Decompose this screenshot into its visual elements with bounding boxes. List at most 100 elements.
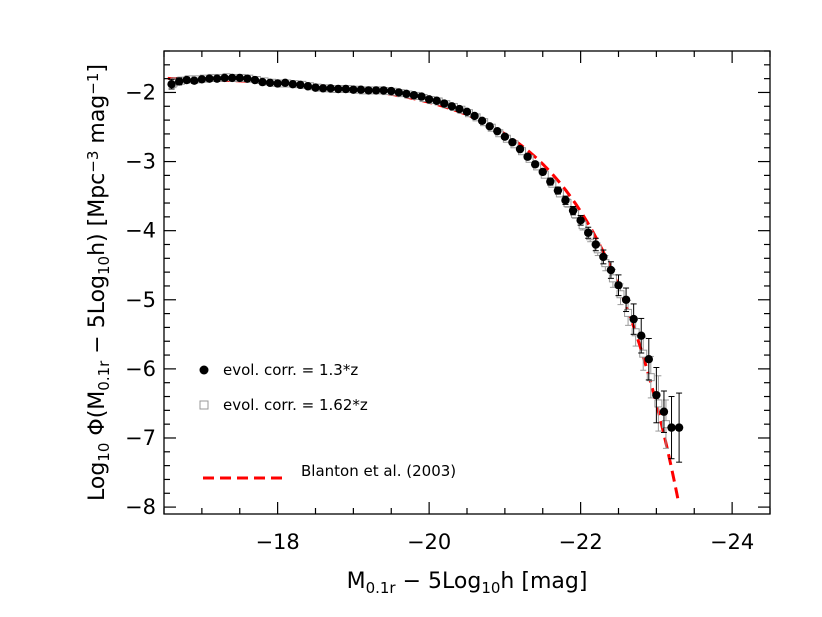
filled-circle-marker: [470, 111, 479, 121]
filled-circle-marker: [303, 82, 313, 91]
x-tick-label: −22: [558, 530, 602, 554]
filled-circle-marker: [167, 79, 176, 89]
filled-circle-point: [220, 73, 229, 83]
filled-circle-point: [614, 274, 623, 297]
legend-marker-filled-circle: [199, 365, 209, 375]
filled-circle-point: [281, 78, 290, 87]
filled-circle-point: [515, 144, 525, 154]
filled-circle-marker: [334, 84, 343, 94]
filled-circle-marker: [561, 196, 570, 205]
filled-circle-marker: [379, 86, 388, 95]
filled-circle-point: [546, 177, 555, 186]
filled-circle-marker: [387, 86, 396, 96]
filled-circle-marker: [258, 77, 267, 87]
filled-circle-marker: [644, 355, 653, 364]
filled-circle-marker: [190, 76, 199, 85]
filled-circle-point: [409, 91, 419, 100]
filled-circle-point: [356, 85, 366, 94]
y-tick-label: −2: [125, 80, 156, 104]
filled-circle-marker: [523, 152, 532, 161]
filled-circle-point: [599, 249, 608, 265]
filled-circle-marker: [212, 74, 222, 83]
filled-circle-point: [341, 84, 350, 94]
filled-circle-point: [644, 337, 653, 381]
legend-label: evol. corr. = 1.62*z: [223, 396, 368, 414]
y-axis-title-part: −1: [84, 73, 102, 95]
y-axis-title-part: h) [Mpc: [85, 173, 110, 256]
legend-item-blanton: Blanton et al. (2003): [203, 462, 456, 480]
y-tick-label: −3: [125, 150, 156, 174]
x-axis-title-part: h [mag]: [500, 569, 587, 594]
filled-circle-marker: [576, 216, 585, 225]
filled-circle-point: [659, 390, 669, 433]
filled-circle-marker: [417, 92, 426, 101]
filled-circle-marker: [318, 84, 328, 93]
filled-circle-point: [205, 74, 214, 83]
filled-circle-point: [243, 74, 252, 83]
filled-circle-point: [311, 83, 320, 92]
y-tick-label: −4: [125, 219, 156, 243]
x-axis-title-part: 10: [481, 579, 500, 597]
filled-circle-point: [674, 392, 684, 463]
filled-circle-marker: [197, 75, 207, 84]
filled-circle-point: [387, 86, 396, 96]
y-axis-title: Log10 Φ(M0.1r − 5Log10h) [Mpc−3 mag−1]: [84, 64, 113, 501]
filled-circle-marker: [455, 104, 464, 114]
filled-circle-point: [485, 122, 494, 131]
y-axis-title-part: Log: [85, 462, 110, 501]
filled-circle-marker: [606, 265, 616, 275]
legend: evol. corr. = 1.3*z evol. corr. = 1.62*z B…: [199, 361, 456, 480]
filled-circle-point: [652, 366, 661, 424]
filled-circle-marker: [674, 423, 684, 432]
filled-circle-point: [500, 132, 510, 141]
filled-circle-marker: [584, 228, 593, 237]
filled-circle-marker: [402, 89, 411, 99]
y-axis-title-part: mag: [85, 95, 110, 151]
filled-circle-marker: [447, 102, 457, 111]
x-tick-label: −18: [255, 530, 299, 554]
filled-circle-point: [440, 99, 449, 108]
filled-circle-marker: [424, 95, 434, 104]
filled-circle-point: [364, 86, 373, 95]
open-square-point: [646, 355, 655, 399]
filled-circle-point: [606, 261, 616, 279]
filled-circle-point: [167, 78, 176, 90]
filled-circle-marker: [182, 75, 191, 85]
filled-circle-marker: [508, 138, 517, 147]
filled-circle-point: [235, 73, 244, 83]
filled-circle-marker: [530, 160, 540, 169]
filled-circle-marker: [250, 75, 260, 85]
filled-circle-marker: [568, 206, 578, 215]
y-tick-label: −5: [125, 288, 156, 312]
legend-label: Blanton et al. (2003): [301, 462, 456, 480]
filled-circle-marker: [394, 88, 404, 97]
open-square-marker: [616, 290, 625, 299]
filled-circle-marker: [591, 240, 600, 249]
legend-marker-open-square: [199, 400, 209, 410]
filled-circle-point: [462, 107, 472, 117]
x-tick-label: −20: [407, 530, 451, 554]
filled-circle-point: [447, 102, 457, 111]
open-square-marker: [654, 399, 663, 408]
filled-circle-point: [190, 76, 199, 85]
filled-circle-marker: [515, 144, 525, 154]
filled-circle-point: [424, 95, 434, 104]
filled-circle-marker: [235, 73, 244, 83]
filled-circle-point: [477, 116, 487, 125]
filled-circle-marker: [432, 96, 441, 105]
y-axis-title-part: 10: [95, 443, 113, 462]
y-axis-title-part: 0.1r: [95, 360, 113, 391]
y-tick-label: −8: [125, 495, 156, 519]
filled-circle-point: [576, 214, 585, 226]
filled-circle-point: [303, 82, 313, 91]
filled-circle-point: [432, 96, 441, 105]
filled-circle-marker: [477, 116, 487, 125]
filled-circle-marker: [440, 99, 449, 108]
axes: −18 −20 −22 −24−2−3−4−5−6−7−8M0.1r − 5Log10…: [84, 50, 771, 597]
open-square-marker: [639, 349, 648, 358]
filled-circle-marker: [265, 78, 275, 87]
filled-circle-marker: [174, 77, 184, 86]
filled-circle-marker: [281, 78, 290, 87]
filled-circle-point: [455, 104, 464, 114]
filled-circle-marker: [485, 122, 494, 131]
